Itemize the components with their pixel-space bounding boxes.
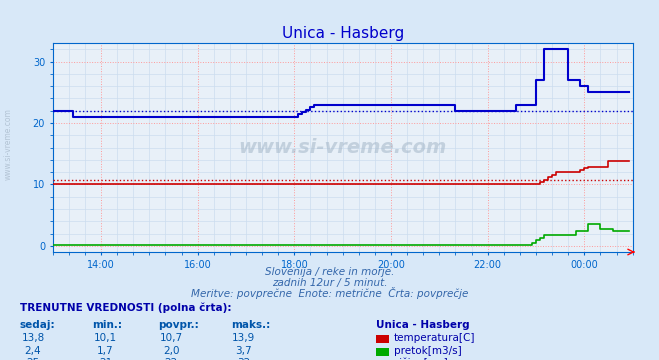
Text: 2,4: 2,4: [24, 346, 42, 356]
Text: višina[cm]: višina[cm]: [394, 358, 449, 360]
Text: TRENUTNE VREDNOSTI (polna črta):: TRENUTNE VREDNOSTI (polna črta):: [20, 302, 231, 313]
Text: 2,0: 2,0: [163, 346, 180, 356]
Text: 25: 25: [26, 358, 40, 360]
Text: www.si-vreme.com: www.si-vreme.com: [3, 108, 13, 180]
Text: Unica - Hasberg: Unica - Hasberg: [376, 320, 469, 330]
Text: maks.:: maks.:: [231, 320, 270, 330]
Text: pretok[m3/s]: pretok[m3/s]: [394, 346, 462, 356]
Text: 10,7: 10,7: [159, 333, 183, 343]
Text: 21: 21: [99, 358, 112, 360]
Text: 13,9: 13,9: [232, 333, 256, 343]
Text: 1,7: 1,7: [97, 346, 114, 356]
Text: Meritve: povprečne  Enote: metrične  Črta: povprečje: Meritve: povprečne Enote: metrične Črta:…: [191, 287, 468, 299]
Text: 32: 32: [237, 358, 250, 360]
Text: 13,8: 13,8: [21, 333, 45, 343]
FancyBboxPatch shape: [376, 335, 389, 343]
Text: povpr.:: povpr.:: [158, 320, 199, 330]
Text: www.si-vreme.com: www.si-vreme.com: [239, 138, 447, 157]
FancyBboxPatch shape: [376, 348, 389, 356]
Text: temperatura[C]: temperatura[C]: [394, 333, 476, 343]
Text: 22: 22: [165, 358, 178, 360]
Title: Unica - Hasberg: Unica - Hasberg: [281, 26, 404, 41]
Text: 10,1: 10,1: [94, 333, 117, 343]
Text: Slovenija / reke in morje.: Slovenija / reke in morje.: [265, 267, 394, 278]
Text: min.:: min.:: [92, 320, 123, 330]
Text: zadnih 12ur / 5 minut.: zadnih 12ur / 5 minut.: [272, 278, 387, 288]
Text: 3,7: 3,7: [235, 346, 252, 356]
Text: sedaj:: sedaj:: [20, 320, 55, 330]
